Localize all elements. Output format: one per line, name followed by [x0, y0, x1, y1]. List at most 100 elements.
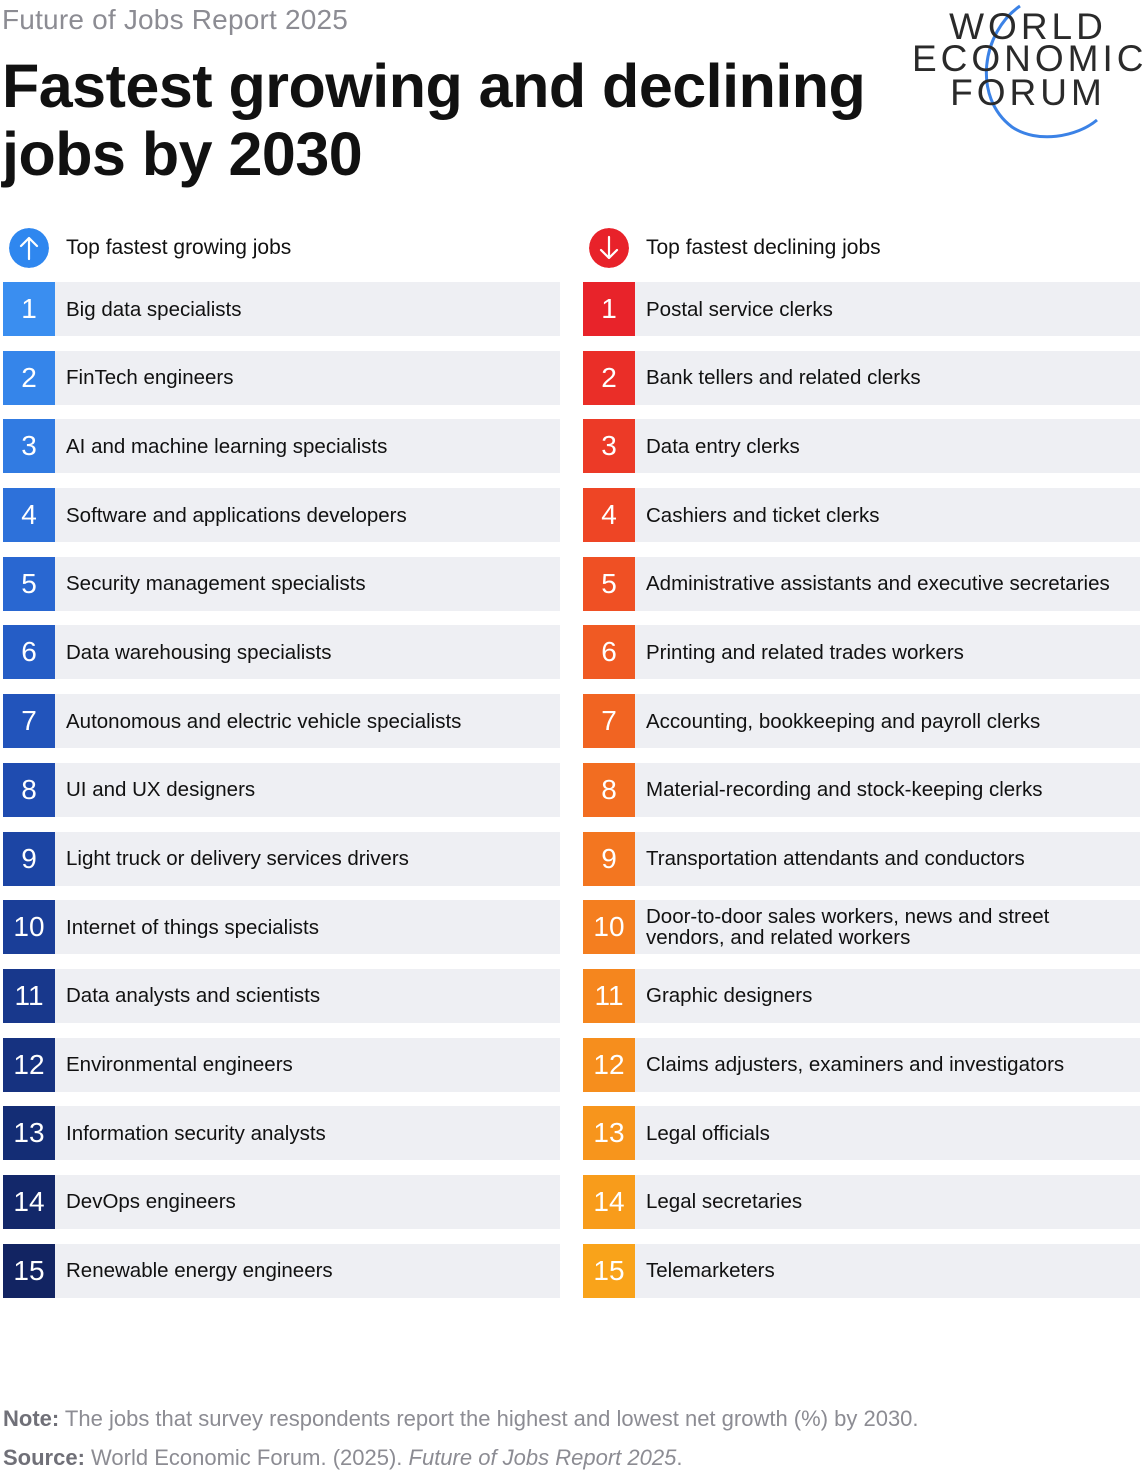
job-title: Legal secretaries: [646, 1190, 803, 1214]
rank-number: 12: [583, 1037, 635, 1092]
growing-job-row: 15 Renewable energy engineers: [3, 1243, 560, 1298]
source-end: .: [676, 1445, 683, 1470]
rank-number: 9: [583, 831, 635, 886]
growing-jobs-column: Top fastest growing jobs 1 Big data speci…: [3, 225, 560, 1312]
declining-job-row: 9 Transportation attendants and conductor…: [583, 831, 1140, 886]
rank-number: 7: [583, 694, 635, 749]
job-title: Accounting, bookkeeping and payroll cler…: [646, 709, 1041, 733]
rank-number: 6: [583, 625, 635, 680]
declining-job-row: 8 Material-recording and stock-keeping cl…: [583, 762, 1140, 817]
growing-job-row: 3 AI and machine learning specialists: [3, 419, 560, 474]
rank-number: 9: [3, 831, 55, 886]
growing-job-row: 14 DevOps engineers: [3, 1174, 560, 1229]
rank-number: 12: [3, 1037, 55, 1092]
declining-job-row: 15 Telemarketers: [583, 1243, 1140, 1298]
growing-jobs-header: Top fastest growing jobs: [3, 225, 560, 271]
job-title: FinTech engineers: [66, 366, 234, 390]
declining-job-row: 4 Cashiers and ticket clerks: [583, 488, 1140, 543]
growing-job-row: 7 Autonomous and electric vehicle special…: [3, 694, 560, 749]
rank-number: 14: [3, 1174, 55, 1229]
job-title: Graphic designers: [646, 984, 813, 1008]
growing-job-row: 12 Environmental engineers: [3, 1037, 560, 1092]
growing-job-row: 10 Internet of things specialists: [3, 900, 560, 955]
note-label: Note:: [3, 1406, 60, 1431]
rank-number: 3: [583, 419, 635, 474]
job-title: Postal service clerks: [646, 297, 833, 321]
job-title: Security management specialists: [66, 572, 366, 596]
page-title: Fastest growing and declining jobs by 20…: [2, 52, 866, 188]
rank-number: 15: [583, 1243, 635, 1298]
growing-job-row: 11 Data analysts and scientists: [3, 968, 560, 1023]
declining-job-row: 3 Data entry clerks: [583, 419, 1140, 474]
logo-line-forum: FORUM: [950, 72, 1106, 113]
rank-number: 13: [3, 1106, 55, 1161]
rank-number: 13: [583, 1106, 635, 1161]
job-title: Data warehousing specialists: [66, 640, 332, 664]
footer-source: Source: World Economic Forum. (2025). Fu…: [3, 1445, 682, 1471]
logo-arc-icon: [984, 4, 1098, 139]
job-title: Light truck or delivery services drivers: [66, 847, 409, 870]
job-title: Door-to-door sales workers, news and str…: [646, 905, 1050, 950]
growing-jobs-list: 1 Big data specialists 2 FinTech engineers 3…: [3, 282, 560, 1298]
rank-number: 8: [3, 762, 55, 817]
rank-number: 8: [583, 762, 635, 817]
declining-job-row: 1 Postal service clerks: [583, 282, 1140, 336]
declining-job-row: 6 Printing and related trades workers: [583, 625, 1140, 680]
declining-job-row: 11 Graphic designers: [583, 968, 1140, 1023]
growing-job-row: 8 UI and UX designers: [3, 762, 560, 817]
rank-number: 3: [3, 419, 55, 474]
declining-job-row: 14 Legal secretaries: [583, 1174, 1140, 1229]
report-kicker: Future of Jobs Report 2025: [2, 4, 349, 35]
declining-job-row: 7 Accounting, bookkeeping and payroll cle…: [583, 694, 1140, 749]
job-title: Environmental engineers: [66, 1053, 293, 1077]
declining-job-row: 13 Legal officials: [583, 1106, 1140, 1161]
job-title: Administrative assistants and executive …: [646, 572, 1110, 596]
job-title: UI and UX designers: [66, 778, 256, 802]
job-title: Telemarketers: [646, 1259, 775, 1283]
rank-number: 1: [3, 282, 55, 336]
job-title: Information security analysts: [66, 1121, 326, 1145]
job-title: Data analysts and scientists: [66, 984, 321, 1008]
growing-jobs-heading: Top fastest growing jobs: [66, 236, 292, 259]
arrow-up-icon: [9, 228, 49, 268]
logo-line-world: WORLD: [949, 6, 1107, 47]
rank-number: 5: [3, 556, 55, 611]
declining-job-row: 10 Door-to-door sales workers, news and s…: [583, 900, 1140, 955]
declining-jobs-list: 1 Postal service clerks 2 Bank tellers and …: [583, 282, 1140, 1298]
declining-job-row: 12 Claims adjusters, examiners and invest…: [583, 1037, 1140, 1092]
job-title: Printing and related trades workers: [646, 640, 964, 664]
wef-logo: WORLD ECONOMIC FORUM: [912, 2, 1144, 142]
job-title: Renewable energy engineers: [66, 1259, 333, 1283]
job-title: Claims adjusters, examiners and investig…: [646, 1053, 1065, 1077]
rank-number: 10: [583, 900, 635, 955]
logo-line-economic: ECONOMIC: [912, 38, 1147, 79]
job-title: Software and applications developers: [66, 503, 407, 527]
arrow-down-icon: [589, 228, 629, 268]
rank-number: 11: [583, 968, 635, 1023]
growing-job-row: 13 Information security analysts: [3, 1106, 560, 1161]
job-title: DevOps engineers: [66, 1190, 236, 1214]
rank-number: 4: [3, 488, 55, 543]
job-title: Autonomous and electric vehicle speciali…: [66, 709, 462, 733]
job-title: Data entry clerks: [646, 434, 800, 458]
job-title: AI and machine learning specialists: [66, 434, 388, 458]
declining-job-row: 5 Administrative assistants and executive…: [583, 556, 1140, 611]
rank-number: 5: [583, 556, 635, 611]
growing-job-row: 1 Big data specialists: [3, 282, 560, 336]
job-title: Internet of things specialists: [66, 915, 319, 939]
growing-job-row: 4 Software and applications developers: [3, 488, 560, 543]
note-text: The jobs that survey respondents report …: [59, 1406, 919, 1431]
rank-number: 2: [583, 350, 635, 405]
growing-job-row: 2 FinTech engineers: [3, 350, 560, 405]
rank-number: 7: [3, 694, 55, 749]
declining-job-row: 2 Bank tellers and related clerks: [583, 350, 1140, 405]
rank-number: 14: [583, 1174, 635, 1229]
footer-note: Note: The jobs that survey respondents r…: [3, 1406, 919, 1432]
growing-job-row: 9 Light truck or delivery services driver…: [3, 831, 560, 886]
growing-job-row: 5 Security management specialists: [3, 556, 560, 611]
source-text: World Economic Forum. (2025).: [84, 1445, 409, 1470]
rank-number: 2: [3, 350, 55, 405]
declining-jobs-heading: Top fastest declining jobs: [646, 236, 881, 259]
source-title: Future of Jobs Report 2025: [408, 1445, 677, 1470]
growing-job-row: 6 Data warehousing specialists: [3, 625, 560, 680]
